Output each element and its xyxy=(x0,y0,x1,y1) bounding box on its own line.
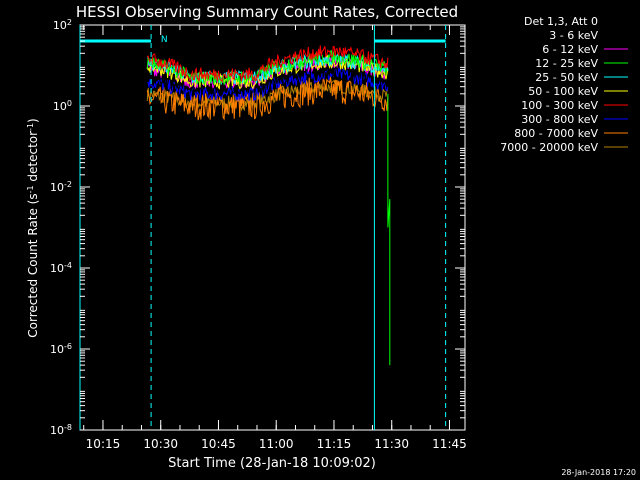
y-tick-label: 10-6 xyxy=(50,342,72,357)
y-tick-exp: -8 xyxy=(64,423,72,432)
y-tick-base: 10 xyxy=(50,343,64,356)
legend-entry-label: 12 - 25 keV xyxy=(535,57,598,70)
x-tick-label: 10:15 xyxy=(86,437,121,451)
x-axis-label: Start Time (28-Jan-18 10:09:02) xyxy=(168,456,376,471)
y-axis-label-sup1: -1 xyxy=(26,185,35,193)
x-tick-label: 11:15 xyxy=(317,437,352,451)
y-axis-label-a: Corrected Count Rate (s xyxy=(26,193,40,337)
x-tick-label: 10:30 xyxy=(143,437,178,451)
series-line xyxy=(146,76,389,121)
legend-entry-label: 100 - 300 keV xyxy=(521,99,598,112)
legend-entry-label: 7000 - 20000 keV xyxy=(500,141,598,154)
y-axis-label-c: ) xyxy=(26,118,40,123)
x-axis: 10:15 10:30 10:45 11:00 11:15 11:30 11:45 xyxy=(83,25,467,451)
x-tick-label: 11:45 xyxy=(432,437,467,451)
x-tick-label: 11:00 xyxy=(259,437,294,451)
y-tick-base: 10 xyxy=(50,262,64,275)
y-tick-exp: -6 xyxy=(64,342,72,351)
y-tick-label: 10-8 xyxy=(50,423,72,438)
y-tick-base: 10 xyxy=(53,19,67,32)
overlay-layer: N xyxy=(79,25,447,430)
y-tick-base: 10 xyxy=(50,424,64,437)
y-tick-label: 10-2 xyxy=(50,180,72,195)
y-axis-label-sup2: -1 xyxy=(26,123,35,131)
flag-label: N xyxy=(161,35,168,45)
series-line xyxy=(146,45,389,83)
y-tick-base: 10 xyxy=(53,100,67,113)
legend-entry-label: 6 - 12 keV xyxy=(542,43,598,56)
y-tick-exp: -4 xyxy=(64,261,72,270)
legend-header: Det 1,3, Att 0 xyxy=(524,15,598,28)
x-tick-label: 11:30 xyxy=(374,437,409,451)
legend-entry-label: 25 - 50 keV xyxy=(535,71,598,84)
y-axis-label: Corrected Count Rate (s-1 detector-1) xyxy=(26,118,41,337)
y-tick-exp: -2 xyxy=(64,180,72,189)
y-tick-exp: 0 xyxy=(67,99,72,108)
x-tick-label: 10:45 xyxy=(201,437,236,451)
y-tick-label: 100 xyxy=(53,99,72,114)
legend-entry-label: 800 - 7000 keV xyxy=(514,127,598,140)
y-tick-label: 10-4 xyxy=(50,261,72,276)
legend-entry-label: 300 - 800 keV xyxy=(521,113,598,126)
legend-entry-label: 50 - 100 keV xyxy=(528,85,598,98)
legend-entry-label: 3 - 6 keV xyxy=(549,29,598,42)
footer-timestamp: 28-Jan-2018 17:20 xyxy=(561,468,636,477)
y-tick-exp: 2 xyxy=(67,18,72,27)
series-layer xyxy=(146,45,391,366)
y-tick-label: 102 xyxy=(53,18,72,33)
y-axis-label-b: detector xyxy=(26,131,40,186)
chart-title: HESSI Observing Summary Count Rates, Cor… xyxy=(76,3,458,21)
series-line xyxy=(146,67,389,102)
series-tail xyxy=(387,93,391,366)
y-tick-base: 10 xyxy=(50,181,64,194)
